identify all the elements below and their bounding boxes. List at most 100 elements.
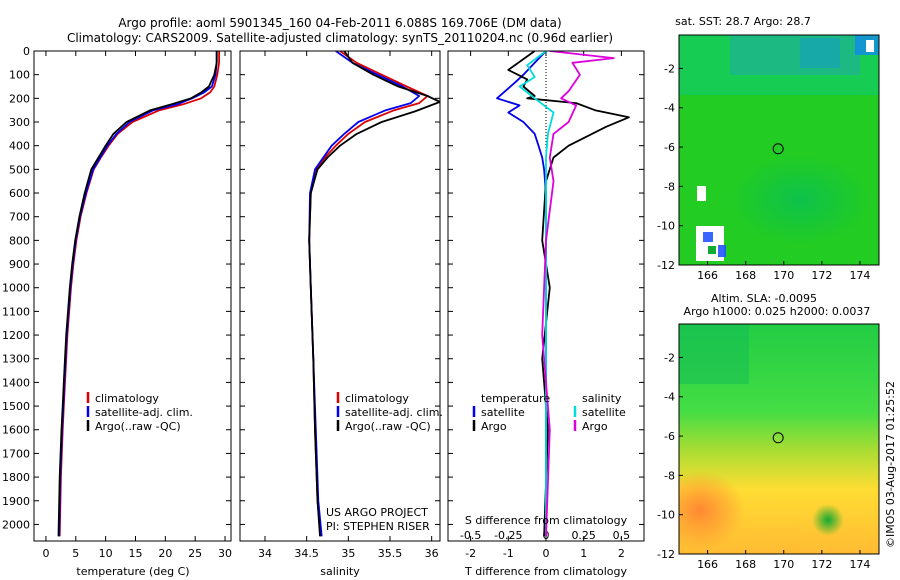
sst-map-missing-data-3 [866,40,874,52]
salinity-legend: climatology satellite-adj. clim. Argo(..… [336,392,443,433]
x-tick-label: 166 [697,558,718,571]
salinity-x-tick-label: -0.5 [460,529,481,542]
series-line-argo-raw-qc [308,51,440,537]
sla-map-orange-patch [679,470,745,550]
sla-map-panel: Altim. SLA: -0.0095 Argo h1000: 0.025 h2… [657,292,880,571]
series-line-argo-raw-qc [57,51,218,537]
series-line-argo [541,51,615,537]
pi-credit: PI: STEPHEN RISER [326,520,430,533]
legend-label-salinity-argo: Argo [582,420,608,433]
y-tick-label: 1700 [2,447,30,460]
y-tick-label: 1800 [2,471,30,484]
y-tick-label: 700 [9,211,30,224]
salinity-x-tick-label: -0.25 [494,529,522,542]
y-tick-label: -12 [657,548,675,561]
y-tick-label: 1900 [2,495,30,508]
x-tick-label: 172 [811,269,832,282]
difference-frame [447,50,645,542]
x-tick-label: 0 [543,547,550,560]
legend-label-argo: Argo(..raw -QC) [95,420,181,433]
sst-map-island-patch-2 [718,245,726,257]
x-tick-label: 168 [735,269,756,282]
series-line-satellite [518,51,555,537]
sst-map-frame [678,34,880,266]
series-line-climatology [58,51,221,537]
x-tick-label: 30 [218,547,232,560]
legend-label-satellite: satellite-adj. clim. [345,406,443,419]
x-tick-label: 25 [188,547,202,560]
y-tick-label: 1300 [2,353,30,366]
x-tick-label: 170 [773,269,794,282]
x-tick-label: 0 [42,547,49,560]
salinity-x-tick-label: 0.5 [613,529,631,542]
sla-map-teal-patch [679,324,749,384]
sst-map-argo-marker [772,143,784,155]
legend-label-climatology: climatology [95,392,159,405]
sst-map-island-patch-3 [708,246,716,254]
y-tick-label: 1400 [2,376,30,389]
x-tick-label: 34.5 [294,547,319,560]
temperature-frame [33,50,232,542]
series-line-argo [507,51,630,537]
y-tick-label: -8 [664,469,675,482]
y-tick-label: 1600 [2,424,30,437]
salinity-xlabel: salinity [320,565,360,578]
y-tick-label: -4 [664,391,675,404]
y-tick-label: 1000 [2,282,30,295]
legend-label-climatology: climatology [345,392,409,405]
y-tick-label: 900 [9,258,30,271]
y-tick-label: -6 [664,430,675,443]
x-tick-label: 35.5 [378,547,403,560]
y-tick-label: -2 [664,62,675,75]
legend-title-temperature: temperature [481,392,550,405]
salinity-x-tick-label: 0.25 [571,529,596,542]
temperature-difference-xlabel: T difference from climatology [464,565,627,578]
y-tick-label: -8 [664,180,675,193]
temperature-xlabel: temperature (deg C) [76,565,189,578]
salinity-difference-xlabel: S difference from climatology [465,514,628,527]
y-tick-label: 100 [9,69,30,82]
x-tick-label: 1 [580,547,587,560]
series-line-climatology [308,51,429,537]
x-tick-label: 166 [697,269,718,282]
salinity-panel: 34 34.5 35 35.5 36 salinity climatology sate… [239,50,443,578]
salinity-frame [239,50,441,542]
figure-title-line1: Argo profile: aoml 5901345_160 04-Feb-20… [118,16,561,30]
x-tick-label: 34 [258,547,272,560]
sst-map-missing-data-1 [697,186,706,201]
x-tick-label: 10 [99,547,113,560]
x-tick-label: -2 [465,547,476,560]
imos-watermark: ©IMOS 03-Aug-2017 01:25:52 [884,381,897,548]
x-tick-label: 174 [849,269,870,282]
sst-map-image [679,35,879,265]
y-tick-label: 600 [9,187,30,200]
legend-label-temperature-satellite: satellite [481,406,525,419]
y-tick-label: -2 [664,351,675,364]
salinity-axes: 34 34.5 35 35.5 36 [240,50,440,560]
x-tick-label: 172 [811,558,832,571]
x-tick-label: 2 [618,547,625,560]
y-tick-label: -10 [657,220,675,233]
x-tick-label: 36 [425,547,439,560]
y-tick-label: 1500 [2,400,30,413]
y-tick-label: 500 [9,163,30,176]
y-tick-label: 1200 [2,329,30,342]
sla-map-argo-marker [772,432,784,444]
difference-legend: temperature salinity satellite Argo sate… [472,392,626,433]
x-tick-label: -1 [503,547,514,560]
legend-title-salinity: salinity [582,392,622,405]
legend-label-salinity-satellite: satellite [582,406,626,419]
difference-series [496,51,630,537]
temperature-legend: climatology satellite-adj. clim. Argo(..… [86,392,193,433]
y-tick-label: 1100 [2,305,30,318]
temperature-series [57,51,221,537]
y-tick-label: -4 [664,102,675,115]
x-tick-label: 20 [158,547,172,560]
sla-map-image [679,324,879,554]
sla-map-green-eddy [812,504,844,536]
sst-map-axes: 166 168 170 172 174 -2 -4 -6 -8 -10 -12 [657,62,870,282]
legend-label-satellite: satellite-adj. clim. [95,406,193,419]
x-tick-label: 15 [128,547,142,560]
sst-map-island-patch-1 [703,232,713,242]
